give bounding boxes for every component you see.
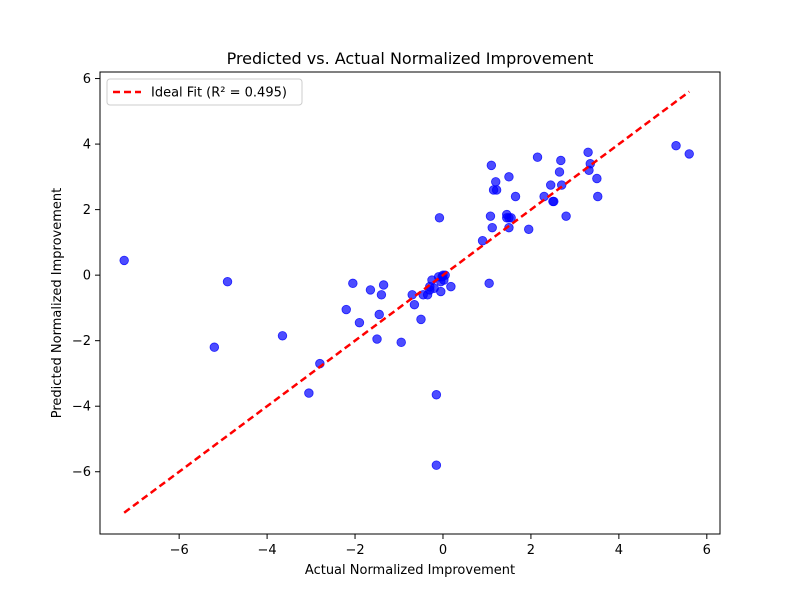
data-point: [348, 278, 358, 289]
data-point: [549, 196, 559, 207]
data-point: [486, 160, 497, 171]
legend: Ideal Fit (R² = 0.495): [106, 78, 303, 106]
data-point: [556, 155, 566, 166]
axes-frame: [99, 71, 721, 535]
data-point: [354, 317, 365, 328]
x-tick-label: −2: [345, 543, 364, 558]
data-point: [554, 167, 565, 177]
data-point: [304, 388, 314, 398]
x-tick-label: −6: [170, 543, 189, 558]
data-point: [504, 222, 514, 233]
y-tick-label: 4: [83, 138, 91, 153]
data-point: [561, 211, 571, 221]
data-point: [434, 213, 445, 223]
y-tick-label: 2: [83, 203, 91, 218]
data-point: [446, 281, 456, 292]
data-point: [504, 172, 514, 182]
data-point: [378, 280, 389, 290]
data-point: [585, 159, 595, 169]
chart-title: Predicted vs. Actual Normalized Improvem…: [227, 49, 594, 68]
x-axis-label: Actual Normalized Improvement: [305, 563, 515, 578]
data-point: [431, 390, 442, 400]
data-point: [119, 255, 129, 266]
data-point: [431, 460, 442, 470]
data-point: [583, 147, 593, 157]
x-tick-label: 4: [615, 543, 623, 558]
data-point: [592, 173, 602, 184]
data-point: [510, 191, 521, 202]
data-point: [491, 185, 502, 195]
y-tick-label: 0: [83, 269, 91, 284]
data-point: [341, 304, 351, 315]
y-axis-ticks: −6 −4 −2 0 2 4 6: [72, 72, 100, 480]
x-tick-label: −4: [258, 543, 277, 558]
x-tick-label: 2: [527, 543, 535, 558]
data-point: [416, 314, 426, 325]
data-point: [222, 277, 233, 287]
data-point: [546, 180, 556, 190]
ideal-fit-line: [123, 90, 690, 514]
data-point: [487, 222, 497, 233]
y-axis-label: Predicted Normalized Improvement: [50, 188, 65, 418]
y-tick-label: −6: [72, 465, 91, 480]
plot-area: [119, 90, 694, 514]
y-tick-label: 6: [83, 72, 91, 87]
data-point: [477, 236, 488, 246]
data-point: [365, 285, 376, 295]
y-tick-label: −4: [72, 400, 91, 415]
data-point: [684, 149, 694, 159]
x-tick-label: 0: [439, 543, 447, 558]
data-point: [506, 213, 516, 223]
legend-box: [106, 78, 303, 106]
data-point: [524, 224, 534, 234]
x-tick-label: 6: [703, 543, 711, 558]
data-point: [409, 299, 420, 310]
x-axis-ticks: −6 −4 −2 0 2 4 6: [170, 534, 711, 558]
data-point: [396, 337, 406, 348]
legend-label: Ideal Fit (R² = 0.495): [151, 86, 287, 101]
data-point: [209, 342, 220, 352]
data-point: [484, 278, 494, 289]
data-point: [436, 286, 446, 297]
data-point: [372, 334, 382, 344]
data-point: [376, 290, 387, 300]
data-point: [277, 331, 288, 341]
data-point: [374, 309, 384, 320]
data-point: [671, 141, 681, 151]
y-tick-label: −2: [72, 334, 91, 349]
data-point: [532, 152, 543, 162]
data-point: [593, 191, 603, 202]
data-point: [491, 177, 501, 187]
data-point: [485, 211, 496, 221]
